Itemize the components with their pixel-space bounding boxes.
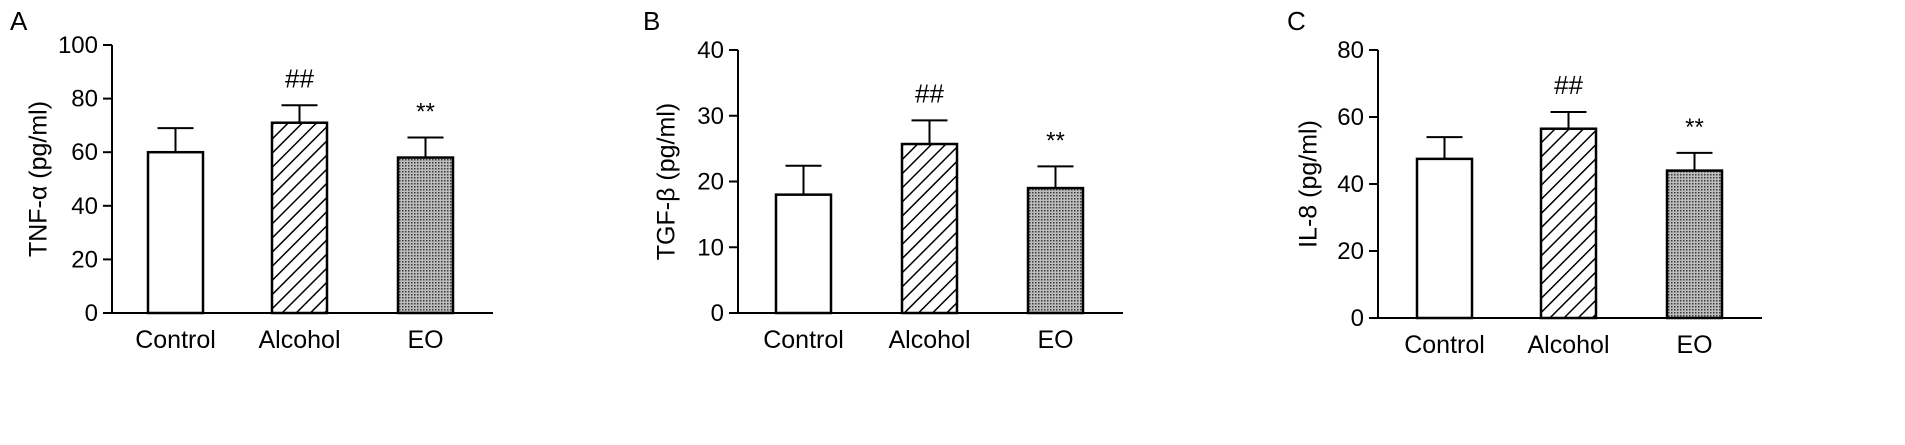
bar-alcohol — [1539, 127, 1598, 320]
y-tick-label: 10 — [697, 234, 724, 261]
x-category-label: Alcohol — [1528, 331, 1610, 359]
y-tick-label: 20 — [71, 246, 98, 273]
y-tick-label: 80 — [71, 86, 98, 113]
y-axis-title: TGF-β (pg/ml) — [653, 103, 681, 260]
y-tick-label: 20 — [1337, 238, 1364, 265]
bar-control — [774, 193, 833, 315]
y-tick-label: 60 — [1337, 104, 1364, 131]
significance-label: ** — [1685, 114, 1704, 141]
x-category-label: EO — [1037, 326, 1073, 354]
significance-label: ## — [285, 63, 314, 93]
y-tick-label: 40 — [71, 193, 98, 220]
bar-eo — [1026, 186, 1085, 315]
y-tick-label: 40 — [1337, 171, 1364, 198]
y-tick-label: 30 — [697, 103, 724, 130]
y-tick-label: 100 — [58, 32, 98, 59]
y-tick-label: 0 — [1351, 305, 1364, 332]
chart-panel-a: A 0 20 40 60 80 100 TNF-α (pg/ml) Control ## Alcoh… — [10, 6, 493, 354]
bar-alcohol — [270, 121, 329, 315]
y-tick-label: 0 — [85, 300, 98, 327]
bar-control — [146, 150, 205, 315]
y-tick-label: 40 — [697, 37, 724, 64]
panel-label: A — [10, 6, 28, 36]
bar-alcohol — [900, 142, 959, 315]
x-category-label: Alcohol — [259, 326, 341, 354]
y-tick-label: 20 — [697, 169, 724, 196]
significance-label: ** — [1046, 127, 1065, 154]
x-category-label: EO — [1676, 331, 1712, 359]
bar-eo — [396, 156, 455, 315]
significance-label: ## — [1554, 70, 1583, 100]
x-category-label: Control — [135, 326, 216, 354]
x-category-label: Alcohol — [889, 326, 971, 354]
x-category-label: Control — [1404, 331, 1485, 359]
panel-label: C — [1287, 6, 1306, 36]
panel-label: B — [643, 6, 660, 36]
bar-eo — [1665, 169, 1724, 320]
chart-panel-b: B 0 10 20 30 40 TGF-β (pg/ml) Control ## Alcohol *… — [643, 6, 1123, 354]
significance-label: ## — [915, 78, 944, 108]
y-axis-title: IL-8 (pg/ml) — [1295, 120, 1323, 248]
y-tick-label: 80 — [1337, 37, 1364, 64]
chart-panel-c: C 0 20 40 60 80 IL-8 (pg/ml) Control ## Alcohol **… — [1287, 6, 1762, 359]
y-tick-label: 60 — [71, 139, 98, 166]
x-category-label: EO — [407, 326, 443, 354]
y-tick-label: 0 — [711, 300, 724, 327]
y-axis-title: TNF-α (pg/ml) — [25, 101, 53, 257]
significance-label: ** — [416, 98, 435, 125]
x-category-label: Control — [763, 326, 844, 354]
bar-control — [1415, 157, 1474, 320]
